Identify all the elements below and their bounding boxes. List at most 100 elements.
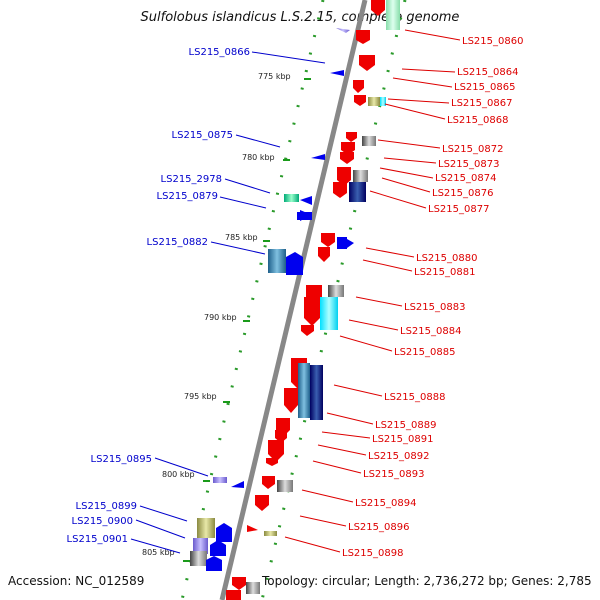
gene-feature (310, 365, 323, 420)
forward-strand-genes (190, 28, 350, 571)
gene-feature (231, 481, 244, 488)
gene-label: LS215_0882 (147, 237, 208, 248)
gene-feature (247, 525, 258, 532)
gene-label: LS215_0877 (428, 204, 489, 215)
gene-feature (359, 55, 375, 71)
gene-label: LS215_0872 (442, 144, 503, 155)
gene-label: LS215_0891 (372, 434, 433, 445)
gene-label: LS215_0873 (438, 159, 499, 170)
gene-feature (275, 430, 287, 443)
gene-label: LS215_0888 (384, 392, 445, 403)
scale-label-790: 790 kbp (204, 313, 237, 322)
left-label-connectors (130, 51, 326, 554)
gene-feature (337, 167, 351, 186)
gene-feature (298, 363, 310, 418)
gene-label: LS215_0889 (375, 420, 436, 431)
gene-feature (193, 538, 208, 554)
gene-feature (341, 142, 355, 155)
scale-label-805: 805 kbp (142, 548, 175, 557)
scale-label-800: 800 kbp (162, 470, 195, 479)
gene-feature (333, 182, 347, 198)
gene-feature (356, 30, 370, 44)
gene-label: LS215_0893 (363, 469, 424, 480)
gene-feature (320, 297, 338, 330)
gene-feature (347, 239, 354, 248)
gene-feature (311, 154, 325, 160)
gene-label: LS215_0867 (451, 98, 512, 109)
gene-label: LS215_0865 (454, 82, 515, 93)
gene-label: LS215_0866 (189, 47, 250, 58)
gene-feature (277, 480, 293, 492)
gene-label: LS215_0898 (342, 548, 403, 559)
gene-feature (346, 132, 357, 142)
gene-label: LS215_0880 (416, 253, 477, 264)
accession-text: Accession: NC_012589 (8, 574, 145, 588)
gene-feature (268, 249, 286, 273)
gene-feature (354, 95, 366, 106)
gene-feature (262, 476, 275, 489)
gene-feature (268, 440, 284, 462)
gene-label: LS215_0900 (72, 516, 133, 527)
gene-feature (380, 97, 386, 106)
gene-label: LS215_0876 (432, 188, 493, 199)
gene-feature (264, 531, 277, 536)
gene-feature (336, 28, 350, 33)
gene-label: LS215_0864 (457, 67, 518, 78)
gene-label: LS215_0860 (462, 36, 523, 47)
gene-feature (349, 182, 366, 202)
right-label-connectors (284, 29, 461, 553)
scale-ticks (183, 78, 311, 562)
gene-label: LS215_0881 (414, 267, 475, 278)
gene-feature (318, 247, 330, 262)
gene-feature (213, 477, 227, 483)
gene-label: LS215_0884 (400, 326, 461, 337)
gene-label: LS215_0901 (67, 534, 128, 545)
reverse-strand-genes (226, 0, 400, 600)
gene-feature (255, 495, 269, 511)
genome-summary: Topology: circular; Length: 2,736,272 bp… (262, 574, 592, 588)
gene-feature (353, 170, 368, 182)
gene-feature (328, 285, 344, 297)
gene-label: LS215_0868 (447, 115, 508, 126)
inner-dotted-track (180, 0, 325, 600)
gene-feature (284, 388, 298, 413)
gene-feature (340, 152, 354, 164)
gene-label: LS215_0896 (348, 522, 409, 533)
gene-feature (210, 540, 226, 556)
scale-label-785: 785 kbp (225, 233, 258, 242)
scale-label-775: 775 kbp (258, 72, 291, 81)
gene-feature (337, 237, 347, 249)
gene-feature (386, 0, 400, 30)
genome-backbone (219, 0, 368, 600)
left-gene-labels: LS215_0866 LS215_0875 LS215_2978 LS215_0… (67, 47, 250, 545)
gene-feature (246, 582, 260, 594)
gene-feature (300, 210, 312, 221)
gene-feature (286, 252, 303, 275)
gene-feature (206, 556, 222, 571)
gene-feature (362, 136, 376, 146)
gene-feature (266, 458, 278, 466)
gene-label: LS215_2978 (161, 174, 222, 185)
right-gene-labels: LS215_0860 LS215_0864 LS215_0865 LS215_0… (342, 36, 523, 559)
gene-label: LS215_0894 (355, 498, 416, 509)
gene-label: LS215_0883 (404, 302, 465, 313)
gene-feature (226, 590, 241, 600)
gene-feature (197, 518, 215, 538)
gene-feature (190, 551, 207, 566)
gene-label: LS215_0895 (91, 454, 152, 465)
gene-label: LS215_0879 (157, 191, 218, 202)
gene-feature (301, 325, 314, 336)
gene-feature (300, 196, 312, 205)
gene-label: LS215_0885 (394, 347, 455, 358)
gene-feature (353, 80, 364, 93)
gene-feature (304, 297, 320, 326)
gene-label: LS215_0874 (435, 173, 496, 184)
gene-label: LS215_0899 (76, 501, 137, 512)
scale-label-795: 795 kbp (184, 392, 217, 401)
gene-feature (284, 194, 299, 202)
gene-feature (368, 97, 380, 106)
gene-label: LS215_0875 (172, 130, 233, 141)
gene-label: LS215_0892 (368, 451, 429, 462)
gene-feature (232, 577, 246, 590)
